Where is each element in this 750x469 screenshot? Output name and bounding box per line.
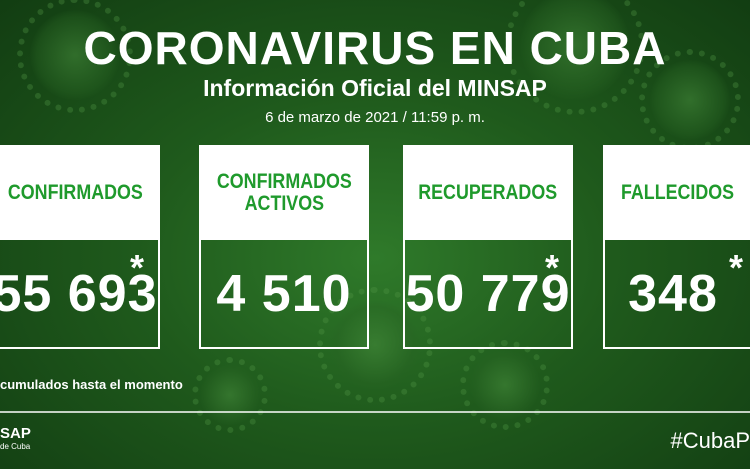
stat-card-body: 55 693 * [0, 240, 160, 349]
virus-decoration [504, 0, 646, 116]
page-subtitle: Información Oficial del MINSAP [203, 75, 547, 101]
stat-card-body: 4 510 [199, 240, 369, 349]
minsap-logo: SAP de Cuba [0, 426, 31, 452]
stat-card-body: 50 779 * [403, 240, 573, 349]
footer-divider [0, 411, 750, 413]
stat-card-body: 348 * [603, 240, 750, 349]
virus-decoration [317, 287, 433, 403]
page-title: CORONAVIRUS EN CUBA [83, 22, 667, 74]
virus-decoration [17, 0, 133, 113]
asterisk-mark: * [729, 247, 744, 288]
report-date: 6 de marzo de 2021 / 11:59 p. m. [265, 109, 485, 126]
logo-text: SAP [0, 425, 31, 442]
stat-card-fallecidos: FALLECIDOS 348 * [603, 145, 750, 351]
stat-value: 50 779 [405, 264, 571, 323]
stat-card-recuperados: RECUPERADOS 50 779 * [403, 145, 573, 351]
asterisk-mark: * [545, 247, 560, 288]
stat-label: FALLECIDOS [621, 180, 735, 204]
stat-label-line: ACTIVOS [244, 191, 324, 215]
stat-card-confirmados: CONFIRMADOS 55 693 * [0, 145, 160, 351]
hashtag: #CubaP [670, 428, 750, 453]
stat-value: 348 [628, 264, 718, 323]
stat-card-header: RECUPERADOS [403, 145, 573, 240]
stat-value: 55 693 [0, 264, 158, 323]
stat-label: CONFIRMADOS [7, 180, 143, 204]
asterisk-mark: * [130, 247, 145, 288]
stat-value: 4 510 [216, 264, 352, 323]
virus-decoration [460, 340, 550, 430]
footnote: cumulados hasta el momento [0, 377, 183, 392]
stat-label: RECUPERADOS [418, 180, 558, 204]
stat-card-confirmados-activos: CONFIRMADOS ACTIVOS 4 510 [199, 145, 369, 351]
stat-label-line: CONFIRMADOS [216, 169, 352, 193]
virus-decoration [191, 356, 269, 434]
stat-card-header: FALLECIDOS [603, 145, 750, 240]
stat-label: CONFIRMADOS ACTIVOS [216, 169, 352, 215]
logo-subtext: de Cuba [0, 442, 31, 451]
stat-card-header: CONFIRMADOS [0, 145, 160, 240]
stat-card-header: CONFIRMADOS ACTIVOS [199, 145, 369, 240]
